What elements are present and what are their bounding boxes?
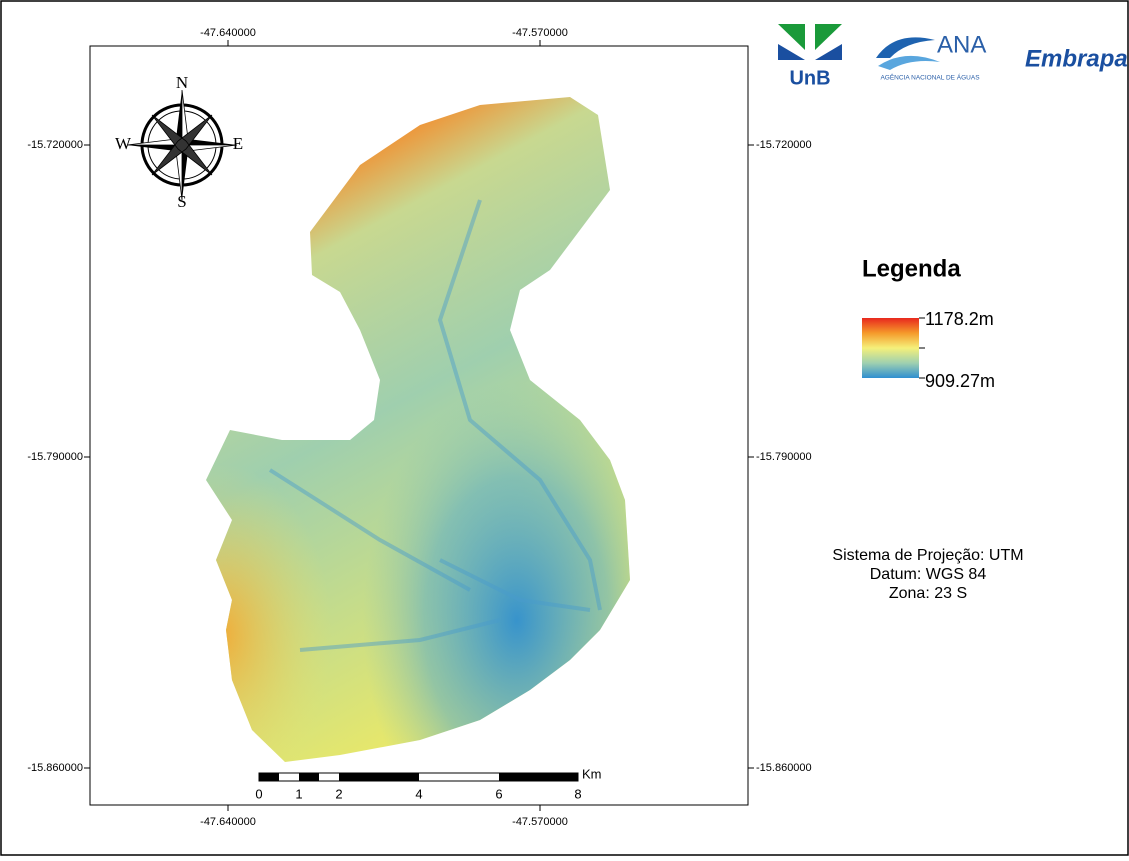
compass-label: S: [177, 192, 186, 211]
logo-subtitle: AGÊNCIA NACIONAL DE ÁGUAS: [880, 73, 980, 82]
compass-label: E: [233, 134, 243, 153]
scale-label: 1: [295, 786, 302, 801]
coord-label: -47.570000: [512, 27, 568, 39]
coord-label: -15.860000: [756, 762, 812, 774]
scale-label: 4: [415, 786, 422, 801]
map-layout: -47.640000 -47.570000 -47.640000 -47.570…: [0, 0, 1129, 856]
coord-label: -15.860000: [27, 762, 83, 774]
scale-segment: [499, 773, 578, 781]
scale-segment: [299, 773, 319, 781]
scale-unit: Km: [582, 766, 602, 781]
coord-label: -47.570000: [512, 816, 568, 828]
projection-text: Sistema de Projeção: UTM: [832, 547, 1023, 564]
scale-segment: [259, 773, 279, 781]
coord-label: -47.640000: [200, 27, 256, 39]
projection-text: Datum: WGS 84: [870, 566, 987, 583]
scale-label: 0: [255, 786, 262, 801]
coord-label: -15.790000: [756, 451, 812, 463]
coord-label: -15.720000: [756, 139, 812, 151]
legend-title: Legenda: [862, 255, 961, 282]
coord-label: -15.790000: [27, 451, 83, 463]
compass-label: W: [115, 134, 132, 153]
logo-text: UnB: [789, 67, 830, 89]
legend-ramp: [862, 318, 919, 378]
legend-label: 909.27m: [925, 371, 995, 391]
scale-label: 2: [335, 786, 342, 801]
scale-label: 6: [495, 786, 502, 801]
scale-label: 8: [574, 786, 581, 801]
projection-text: Zona: 23 S: [889, 585, 967, 602]
scale-segment: [339, 773, 419, 781]
logo-embrapa: Embrapa: [1025, 45, 1128, 72]
legend-label: 1178.2m: [925, 309, 994, 329]
compass-label: N: [176, 73, 188, 92]
coord-label: -47.640000: [200, 816, 256, 828]
coord-label: -15.720000: [27, 139, 83, 151]
logo-text: ANA: [937, 31, 986, 58]
